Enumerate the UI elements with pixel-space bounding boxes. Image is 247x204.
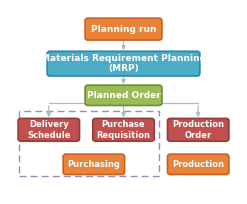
Text: Materials Requirement Planning
(MRP): Materials Requirement Planning (MRP) xyxy=(41,54,206,73)
FancyBboxPatch shape xyxy=(63,154,124,174)
Text: Purchasing: Purchasing xyxy=(67,160,120,169)
FancyBboxPatch shape xyxy=(167,154,229,174)
FancyBboxPatch shape xyxy=(93,118,154,141)
Text: Planned Order: Planned Order xyxy=(87,91,160,100)
FancyBboxPatch shape xyxy=(85,85,162,105)
Text: Planning run: Planning run xyxy=(91,25,156,34)
Text: Purchase
Requisition: Purchase Requisition xyxy=(97,120,150,140)
Text: Production
Order: Production Order xyxy=(172,120,224,140)
Bar xyxy=(19,111,159,176)
Text: Delivery
Schedule: Delivery Schedule xyxy=(27,120,71,140)
FancyBboxPatch shape xyxy=(167,118,229,141)
Text: Production: Production xyxy=(172,160,224,169)
FancyBboxPatch shape xyxy=(47,51,200,76)
FancyBboxPatch shape xyxy=(18,118,80,141)
FancyBboxPatch shape xyxy=(85,18,162,40)
